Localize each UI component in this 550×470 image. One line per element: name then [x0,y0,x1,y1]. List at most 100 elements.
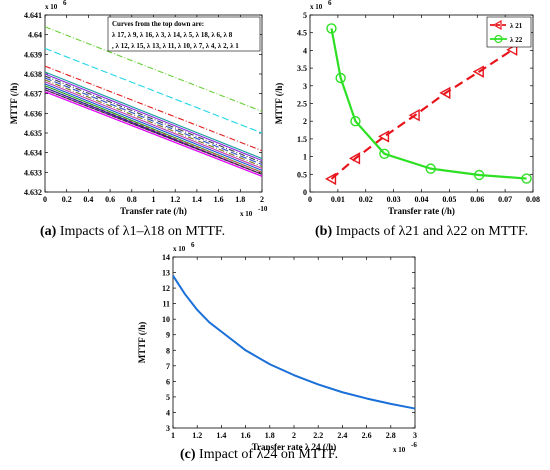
chart-c-ytick-label: 14 [162,253,170,262]
chart-a-ytick-label: 4.635 [24,129,42,138]
chart-b-xtick-label: 0 [308,195,312,204]
chart-c-svg: 1 1.2 1.4 1.6 1.8 2 2.2 2.4 2.6 2.8 3 3 4 5 6 7 8 9 10 11 12… [137,241,417,454]
chart-a-xtick-label: 1.8 [235,195,245,204]
chart-c-plot-frame [172,256,416,429]
chart-b-ytick-label: 1 [303,153,307,162]
chart-b-ytick-label: 3.5 [297,64,307,73]
chart-c-xtick-label: 1.6 [241,431,251,440]
chart-b: 0 0.01 0.02 0.03 0.04 0.05 0.06 0.07 0.08 0 0.5 1 1.… [274,0,550,250]
chart-c-xtick-label: 2 [292,431,296,440]
chart-c-xtick-label: 1.2 [192,431,202,440]
chart-b-ytick-label: 0.5 [297,170,307,179]
chart-b-series-21-marker [348,152,361,165]
chart-c-ytick-label: 9 [166,331,170,340]
chart-a-ytick-label: 4.641 [24,11,42,20]
chart-c-xtick-label: 3 [413,431,417,440]
chart-b-xlabel: Transfer rate (/h) [388,206,455,216]
chart-a-series-line [44,83,263,171]
chart-b-series-21-marker [377,130,390,143]
chart-c-xtick-label: 2.2 [313,431,323,440]
chart-a: 0 0.2 0.4 0.6 0.8 1 1.2 1.4 1.6 1.8 2 4.632 4.633 4.6… [0,0,275,250]
chart-a-legend: Curves from the top down are: λ 17, λ 9, … [107,16,261,52]
chart-a-ytick-label: 4.634 [24,149,42,158]
chart-b-ytick-label: 3 [303,82,307,91]
chart-b-legend-label-22: λ 22 [510,36,523,44]
chart-b-xtick-label: 0.08 [526,195,540,204]
chart-a-ytick-label: 4.64 [28,31,42,40]
chart-c-xtick-label: 2.8 [386,431,396,440]
chart-a-legend-box [107,16,261,52]
caption-c-label: (c) [180,447,196,462]
chart-a-xtick-label: 0.4 [83,195,93,204]
chart-a-legend-line: λ 17, λ 9, λ 16, λ 3, λ 14, λ 5, λ 18, λ… [112,31,233,39]
chart-c-ytick-label: 10 [162,315,170,324]
chart-b-series-22-marker [335,72,346,84]
chart-a-y-exponent-power: 6 [63,0,67,7]
chart-b-y-exponent: x 10 [310,3,323,11]
chart-b-series-22-marker [425,163,436,174]
chart-c-xtick-label: 1 [171,431,175,440]
chart-a-series-line [44,81,263,169]
chart-a-ytick-label: 4.633 [24,168,42,177]
chart-a-xtick-label: 1.6 [214,195,224,204]
chart-b-xtick-label: 0.04 [415,195,429,204]
caption-a: (a) Impacts of λ1–λ18 on MTTF. [40,224,225,240]
chart-b-series-22-marker [350,115,361,127]
chart-a-axes: 0 0.2 0.4 0.6 0.8 1 1.2 1.4 1.6 1.8 2 4.632 4.633 4.6… [24,11,264,204]
chart-b-xtick-label: 0.02 [359,195,373,204]
chart-c-x-exponent-power: -6 [411,441,417,449]
chart-c-ytick-label: 12 [162,284,170,293]
chart-b-legend-box [486,16,532,48]
chart-b-ytick-label: 0 [303,188,307,197]
chart-b-series-22-marker [379,148,390,159]
chart-c-y-exponent: x 10 [173,245,186,253]
chart-a-series-line [44,91,263,177]
chart-c-ytick-label: 3 [166,424,170,433]
chart-b-xtick-label: 0.03 [387,195,401,204]
chart-b-ytick-label: 4 [303,46,307,55]
chart-b-ytick-label: 2 [303,117,307,126]
chart-b-svg: 0 0.01 0.02 0.03 0.04 0.05 0.06 0.07 0.08 0 0.5 1 1.… [274,0,540,216]
chart-a-ytick-label: 4.638 [24,70,42,79]
chart-c-xtick-label: 1.4 [216,431,226,440]
caption-c-text: Impact of λ24 on MTTF. [199,447,339,462]
chart-a-series-line [44,65,263,152]
chart-a-legend-line: Curves from the top down are: [112,20,204,28]
caption-a-text: Impacts of λ1–λ18 on MTTF. [59,224,226,239]
chart-c-ytick-label: 5 [166,393,170,402]
chart-a-xtick-label: 0 [43,195,47,204]
caption-b-label: (b) [315,224,333,239]
chart-c-ylabel: MTTF (/h) [137,322,147,363]
chart-c-xlabel: Transfer rate λ 24 (/h) [252,442,337,452]
chart-b-xtick-label: 0.06 [470,195,484,204]
chart-b-ytick-label: 1.5 [297,135,307,144]
chart-c-xtick-label: 2.6 [362,431,372,440]
chart-a-x-exponent-power: -10 [258,205,268,213]
caption-b: (b) Impacts of λ21 and λ22 on MTTF. [315,224,528,240]
chart-b-legend: λ 21 λ 22 [486,16,532,48]
chart-c-xtick-label: 2.4 [337,431,347,440]
chart-a-xtick-label: 1 [152,195,156,204]
chart-a-series-line [44,85,263,173]
chart-b-y-exponent-power: 6 [328,0,332,7]
chart-a-series-line [44,75,263,164]
chart-a-ytick-label: 4.636 [24,109,42,118]
chart-c-ytick-label: 6 [166,377,170,386]
chart-c-ytick-label: 11 [162,300,170,309]
chart-a-legend-line: , λ 12, λ 15, λ 13, λ 11, λ 10, λ 7, λ 4… [112,42,239,50]
chart-b-ytick-label: 2.5 [297,100,307,109]
chart-a-svg: 0 0.2 0.4 0.6 0.8 1 1.2 1.4 1.6 1.8 2 4.632 4.633 4.6… [9,0,268,218]
caption-c: (c) Impact of λ24 on MTTF. [180,447,338,463]
chart-a-series-line [44,79,263,167]
chart-b-series-21-marker [439,86,451,100]
chart-b-ytick-label: 4.5 [297,29,307,38]
chart-c-xtick-label: 1.8 [265,431,275,440]
chart-b-series-22-marker [474,169,485,181]
chart-b-axes: 0 0.01 0.02 0.03 0.04 0.05 0.06 0.07 0.08 0 0.5 1 1.… [297,11,540,204]
chart-b-series-21-marker [325,172,337,186]
chart-b-xtick-label: 0.07 [498,195,512,204]
chart-a-xtick-label: 1.2 [170,195,180,204]
chart-c-series-line [172,275,416,410]
chart-a-x-exponent: x 10 [240,210,253,218]
chart-b-series-21-line [330,48,514,180]
